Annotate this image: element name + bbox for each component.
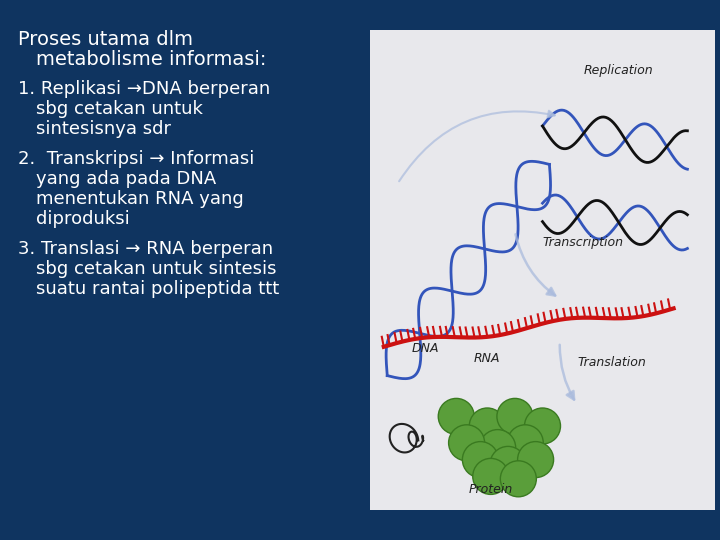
Text: metabolisme informasi:: metabolisme informasi: [36, 50, 266, 69]
Circle shape [473, 458, 509, 495]
FancyArrowPatch shape [399, 111, 554, 181]
Text: Proses utama dlm: Proses utama dlm [18, 30, 193, 49]
Circle shape [497, 399, 533, 434]
Text: Replication: Replication [584, 64, 654, 77]
Circle shape [480, 430, 516, 465]
Text: sintesisnya sdr: sintesisnya sdr [36, 120, 171, 138]
Text: 1. Replikasi →DNA berperan: 1. Replikasi →DNA berperan [18, 80, 270, 98]
Text: sbg cetakan untuk: sbg cetakan untuk [36, 100, 203, 118]
Text: RNA: RNA [474, 352, 500, 365]
Bar [370, 30, 715, 510]
Text: suatu rantai polipeptida ttt: suatu rantai polipeptida ttt [36, 280, 279, 298]
Circle shape [500, 461, 536, 497]
Circle shape [449, 425, 485, 461]
Circle shape [508, 425, 544, 461]
Circle shape [438, 399, 474, 434]
Text: sbg cetakan untuk sintesis: sbg cetakan untuk sintesis [36, 260, 276, 278]
Circle shape [524, 408, 560, 444]
Text: yang ada pada DNA: yang ada pada DNA [36, 170, 216, 188]
Text: Protein: Protein [469, 483, 513, 496]
Text: Translation: Translation [577, 356, 646, 369]
Text: diproduksi: diproduksi [36, 210, 130, 228]
Circle shape [490, 447, 526, 482]
Circle shape [518, 442, 554, 477]
Text: 2.  Transkripsi → Informasi: 2. Transkripsi → Informasi [18, 150, 254, 168]
Circle shape [469, 408, 505, 444]
Text: DNA: DNA [411, 342, 439, 355]
Text: menentukan RNA yang: menentukan RNA yang [36, 190, 244, 208]
FancyArrowPatch shape [516, 234, 555, 295]
Text: 3. Translasi → RNA berperan: 3. Translasi → RNA berperan [18, 240, 273, 258]
FancyArrowPatch shape [559, 345, 574, 400]
Circle shape [462, 442, 498, 477]
Text: Transcription: Transcription [542, 237, 624, 249]
